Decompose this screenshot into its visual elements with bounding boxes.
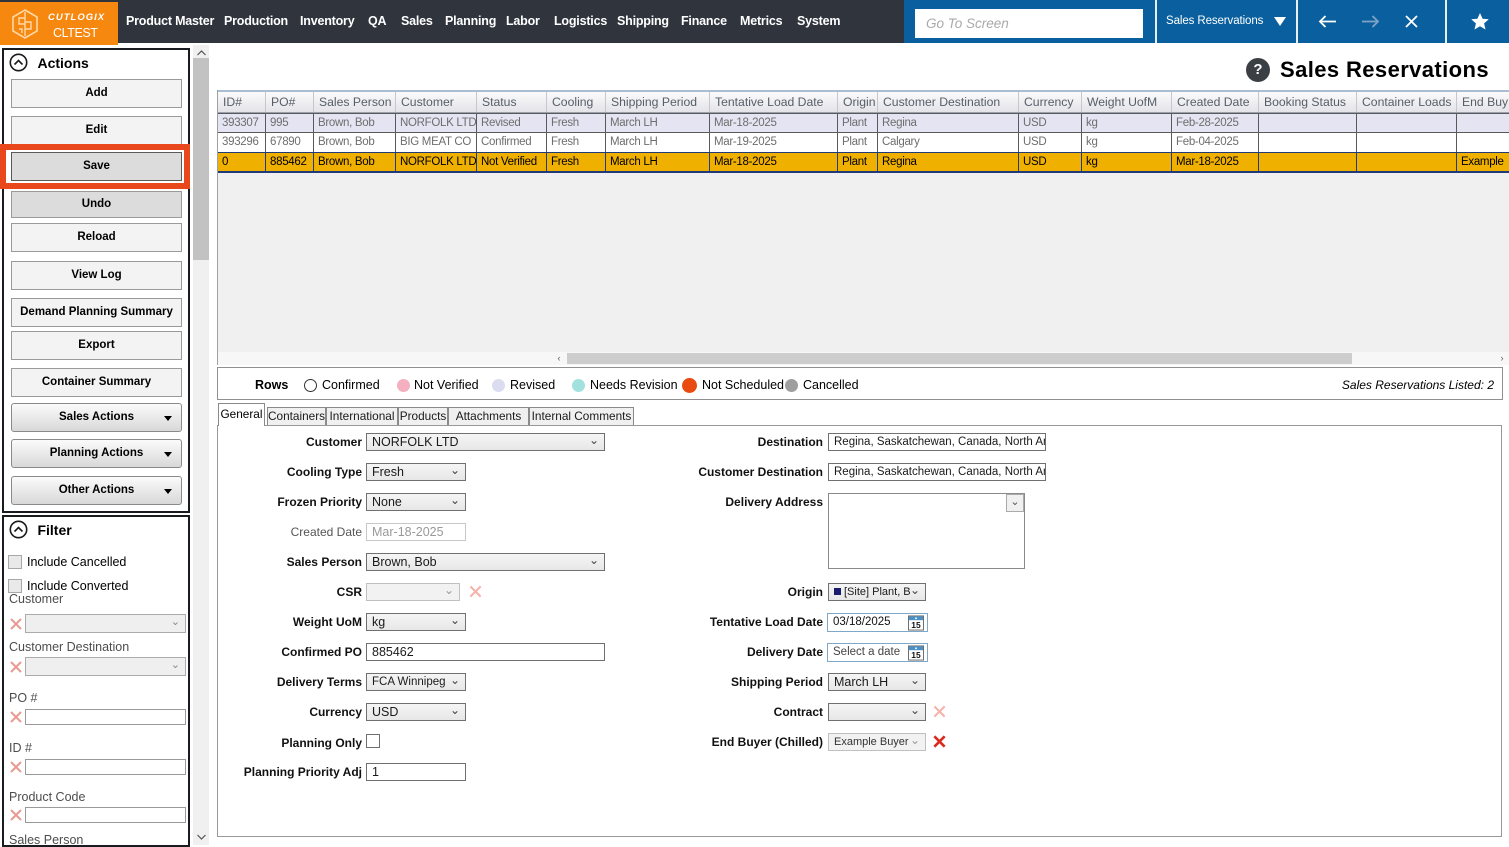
svg-text:15: 15: [911, 650, 921, 660]
svg-text:15: 15: [911, 620, 921, 630]
